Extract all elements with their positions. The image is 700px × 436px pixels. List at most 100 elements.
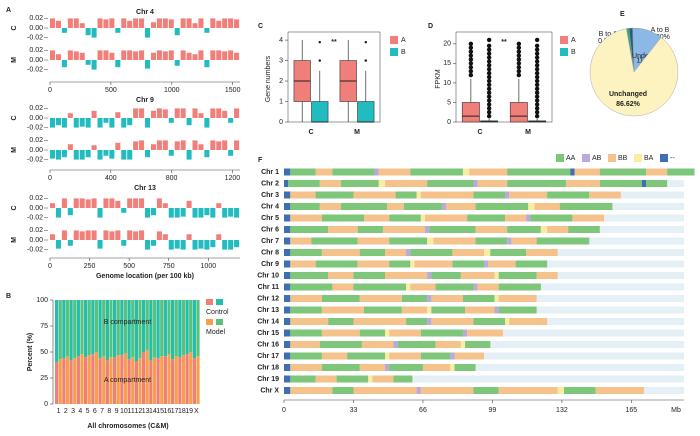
track-background (284, 375, 684, 383)
track-bar (204, 28, 210, 33)
segment (431, 272, 461, 279)
track-bar (127, 198, 133, 208)
track-bar (222, 208, 228, 218)
x-tick-label: 9 (115, 408, 119, 415)
segment (526, 249, 558, 256)
x-tick-label: 750 (163, 263, 175, 270)
y-tick-label: 0.00 (29, 205, 43, 212)
segment (332, 283, 354, 291)
legend-swatch (216, 319, 223, 325)
b-segment (91, 300, 95, 355)
track-bar (97, 118, 103, 128)
outlier (468, 53, 474, 58)
track-bar (115, 60, 121, 68)
outlier (486, 98, 492, 103)
segment (321, 295, 360, 302)
segment (599, 168, 647, 176)
segment (284, 352, 291, 360)
segment (336, 375, 369, 383)
b-segment (76, 300, 80, 357)
track-bar (133, 108, 139, 118)
track-bar (55, 54, 61, 60)
track-bar (192, 23, 198, 28)
box (357, 101, 375, 123)
y-axis-label: Percent (%) (27, 333, 34, 372)
track-bar (222, 140, 228, 150)
segment (290, 387, 333, 394)
x-tick-label: 1 (57, 408, 61, 415)
chromosome-label: Chr 17 (257, 353, 279, 360)
track-bar (85, 199, 91, 208)
segment (321, 364, 360, 371)
x-tick-label: 7 (100, 408, 104, 415)
segment (361, 341, 394, 348)
x-tick-label: 1000 (164, 87, 180, 94)
b-segment (138, 300, 142, 359)
track-bar (168, 118, 174, 123)
x-tick-label: M (354, 129, 360, 136)
track-bar (109, 231, 115, 240)
track-bar (109, 52, 115, 60)
track-bar (156, 231, 162, 240)
track-bar (127, 118, 133, 126)
x-unit: Mb (671, 407, 681, 414)
segment (284, 180, 289, 187)
track-bar (145, 208, 151, 218)
track-bar (228, 240, 234, 250)
a-segment (65, 356, 70, 404)
track-bar (50, 234, 56, 240)
segment (484, 260, 489, 268)
segment (460, 341, 466, 348)
outlier (486, 102, 492, 107)
a-segment (138, 358, 142, 404)
x-tick-label: C (308, 129, 313, 136)
segment (566, 180, 600, 187)
segment (420, 352, 451, 360)
track-bar (216, 50, 222, 60)
segment (589, 191, 621, 199)
b-segment (185, 300, 189, 355)
segment (385, 249, 407, 256)
segment (547, 191, 590, 199)
track-bar (79, 231, 85, 240)
legend-swatch (560, 48, 568, 56)
segment (357, 260, 390, 268)
segment (431, 318, 474, 325)
annotation: A compartment (104, 377, 151, 384)
x-tick-label: 0 (48, 263, 52, 270)
outlier (486, 90, 492, 95)
box (461, 102, 480, 123)
track-bar (67, 208, 73, 216)
track-bar (162, 203, 168, 208)
segment (536, 272, 558, 279)
segment (290, 249, 322, 256)
track-bar (91, 110, 97, 118)
a-segment (192, 358, 196, 404)
segment (347, 352, 386, 360)
chromosome-title: Chr 9 (136, 97, 154, 104)
y-tick-label: 0.02 (29, 15, 43, 22)
chromosome-label: Chr 12 (257, 295, 279, 302)
legend-swatch (608, 154, 616, 162)
a-segment (105, 360, 109, 404)
outlier (486, 51, 492, 56)
b-segment (163, 300, 167, 357)
outlier (516, 41, 522, 47)
outlier (468, 49, 474, 54)
track-bar (210, 240, 216, 248)
segment (467, 329, 503, 337)
a-segment (91, 354, 95, 404)
segment (570, 168, 575, 176)
track-bar (186, 150, 192, 160)
y-tick-label: 0.02 (29, 137, 43, 144)
slice-label: B to A (599, 31, 618, 38)
segment (467, 214, 506, 222)
legend-label: BB (618, 155, 628, 162)
y-axis-label: FPKM (435, 69, 442, 89)
segment (431, 306, 466, 314)
track-bar (174, 60, 180, 66)
segment (359, 249, 386, 256)
segment (389, 237, 428, 245)
outlier (534, 70, 540, 76)
track-bar (204, 60, 210, 68)
